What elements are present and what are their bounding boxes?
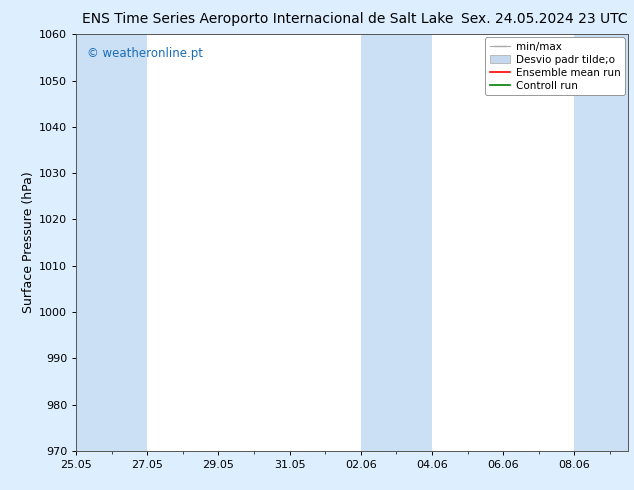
Bar	[76, 34, 147, 451]
Y-axis label: Surface Pressure (hPa): Surface Pressure (hPa)	[22, 172, 35, 314]
Text: ENS Time Series Aeroporto Internacional de Salt Lake: ENS Time Series Aeroporto Internacional …	[82, 12, 454, 26]
Bar	[574, 34, 628, 451]
Bar	[361, 34, 432, 451]
Legend: min/max, Desvio padr tilde;o, Ensemble mean run, Controll run: min/max, Desvio padr tilde;o, Ensemble m…	[486, 37, 624, 95]
Text: Sex. 24.05.2024 23 UTC: Sex. 24.05.2024 23 UTC	[461, 12, 628, 26]
Text: © weatheronline.pt: © weatheronline.pt	[87, 47, 203, 60]
